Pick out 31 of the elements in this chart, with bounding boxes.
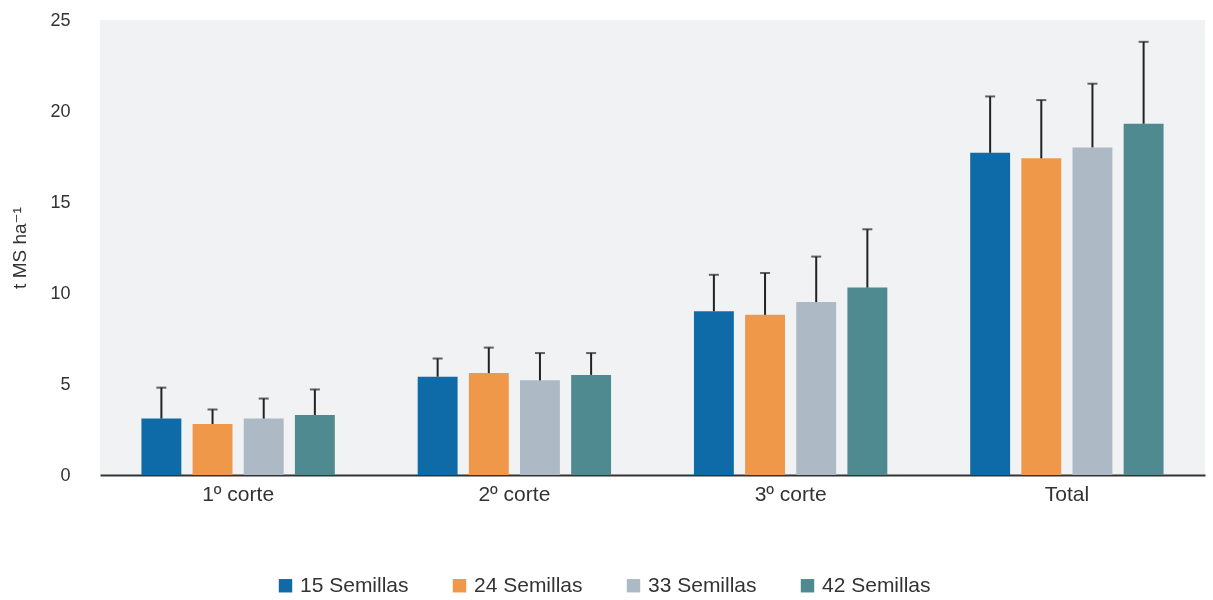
- legend-label: 33 Semillas: [648, 572, 757, 596]
- legend-label: 15 Semillas: [300, 572, 409, 596]
- bar: [468, 373, 509, 475]
- x-tick-label: 2º corte: [478, 481, 551, 505]
- y-tick-label: 20: [50, 100, 71, 121]
- bar: [1072, 147, 1113, 475]
- bar: [693, 311, 734, 475]
- bar: [243, 418, 284, 475]
- bar: [294, 414, 335, 475]
- x-tick-label: Total: [1044, 481, 1090, 505]
- bar: [141, 418, 182, 475]
- bar: [1021, 158, 1062, 475]
- bar: [571, 374, 612, 475]
- legend-label: 42 Semillas: [822, 572, 931, 596]
- bar: [970, 152, 1011, 475]
- y-axis-title: t MS ha⁻¹: [9, 207, 31, 289]
- bar: [796, 302, 837, 475]
- x-tick-label: 3º corte: [754, 481, 827, 505]
- y-tick-label: 10: [50, 282, 71, 303]
- y-tick-label: 0: [60, 464, 71, 485]
- legend-label: 24 Semillas: [474, 572, 583, 596]
- bar: [192, 424, 233, 475]
- x-tick-label: 1º corte: [202, 481, 275, 505]
- bar: [417, 376, 458, 475]
- bar: [520, 380, 560, 475]
- y-tick-label: 5: [60, 373, 71, 394]
- y-tick-label: 25: [50, 9, 71, 30]
- bar: [847, 287, 888, 475]
- y-tick-label: 15: [50, 191, 71, 212]
- bar: [745, 314, 785, 475]
- bar: [1123, 123, 1164, 475]
